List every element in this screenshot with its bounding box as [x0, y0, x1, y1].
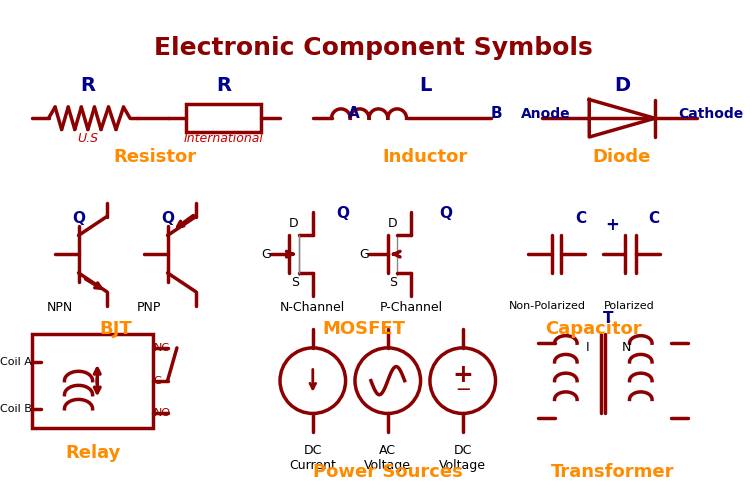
- Text: G: G: [359, 248, 369, 260]
- Text: B: B: [490, 106, 502, 121]
- Text: N-Channel: N-Channel: [280, 301, 346, 314]
- Text: C: C: [648, 211, 659, 226]
- Text: International: International: [184, 132, 264, 145]
- Text: Q: Q: [72, 211, 85, 226]
- Text: MOSFET: MOSFET: [322, 320, 406, 338]
- Text: Coil B: Coil B: [0, 404, 32, 414]
- Text: DC
Voltage: DC Voltage: [440, 444, 486, 472]
- Text: PNP: PNP: [136, 301, 161, 314]
- Text: Cathode: Cathode: [678, 106, 743, 120]
- Text: Q: Q: [440, 206, 452, 222]
- Text: S: S: [291, 276, 298, 289]
- Text: L: L: [419, 76, 431, 95]
- Text: G: G: [261, 248, 271, 260]
- Text: Electronic Component Symbols: Electronic Component Symbols: [154, 36, 593, 60]
- Text: BJT: BJT: [100, 320, 133, 338]
- FancyBboxPatch shape: [32, 334, 154, 428]
- Text: C: C: [154, 376, 161, 386]
- Text: Coil A: Coil A: [0, 357, 32, 367]
- Text: R: R: [216, 76, 231, 95]
- Text: DC
Current: DC Current: [290, 444, 336, 472]
- Text: Power Sources: Power Sources: [313, 463, 463, 481]
- Text: Inductor: Inductor: [382, 148, 468, 166]
- Text: NO: NO: [154, 408, 170, 418]
- Text: Q: Q: [161, 211, 174, 226]
- Text: Non-Polarized: Non-Polarized: [509, 301, 586, 311]
- Text: I: I: [586, 342, 590, 354]
- Text: Capacitor: Capacitor: [545, 320, 642, 338]
- Text: S: S: [389, 276, 398, 289]
- Text: T: T: [603, 312, 613, 326]
- Text: N: N: [622, 342, 632, 354]
- FancyBboxPatch shape: [186, 104, 261, 132]
- Text: D: D: [289, 216, 298, 230]
- Text: +: +: [606, 216, 619, 234]
- Text: D: D: [388, 216, 398, 230]
- Text: R: R: [80, 76, 95, 95]
- Text: NPN: NPN: [46, 301, 73, 314]
- Text: ─: ─: [457, 380, 469, 400]
- Text: D: D: [614, 76, 630, 95]
- Text: C: C: [575, 211, 586, 226]
- Text: Transformer: Transformer: [551, 463, 674, 481]
- Text: Anode: Anode: [521, 106, 571, 120]
- Text: +: +: [452, 363, 473, 387]
- Text: Relay: Relay: [65, 444, 120, 462]
- Text: Resistor: Resistor: [114, 148, 197, 166]
- Text: P-Channel: P-Channel: [380, 301, 442, 314]
- Text: Polarized: Polarized: [604, 301, 655, 311]
- Text: U.S: U.S: [77, 132, 98, 145]
- Text: Q: Q: [336, 206, 350, 222]
- Text: Diode: Diode: [592, 148, 651, 166]
- Text: AC
Voltage: AC Voltage: [364, 444, 411, 472]
- Text: NC: NC: [154, 343, 170, 353]
- Text: A: A: [348, 106, 360, 121]
